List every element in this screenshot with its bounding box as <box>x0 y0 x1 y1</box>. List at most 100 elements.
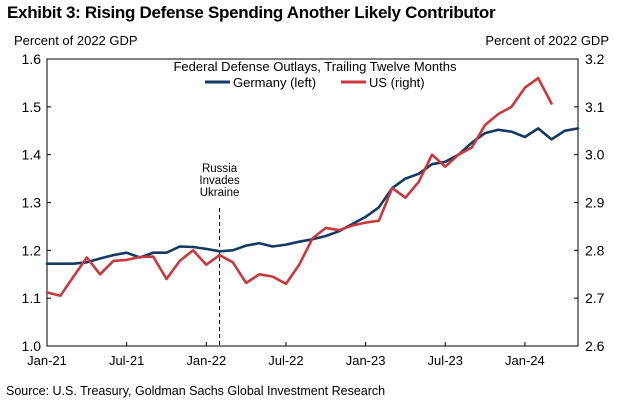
left-axis-tick-label: 1.5 <box>22 99 42 115</box>
data-point-us <box>497 113 500 115</box>
annotation-text-line: Invades <box>199 175 240 187</box>
x-axis-tick-label: Jan-24 <box>505 353 545 368</box>
right-axis-tick-label: 2.6 <box>585 338 605 354</box>
data-point-us <box>510 105 513 108</box>
data-point-germany <box>112 254 115 256</box>
data-point-us <box>231 261 234 264</box>
data-point-us <box>271 275 274 278</box>
data-point-germany <box>72 262 75 265</box>
data-point-germany <box>577 127 579 130</box>
data-point-germany <box>497 128 500 131</box>
data-point-germany <box>205 248 208 250</box>
data-point-us <box>524 86 526 89</box>
data-point-germany <box>59 262 62 265</box>
data-point-us <box>205 263 208 266</box>
series-line-us <box>45 76 553 298</box>
data-point-germany <box>152 251 155 254</box>
x-axis-tick-label: Jul-23 <box>428 353 463 368</box>
data-point-us <box>85 256 88 259</box>
data-point-germany <box>99 257 101 260</box>
right-axis-tick-label: 2.8 <box>585 242 605 258</box>
plot-frame <box>46 58 579 347</box>
x-axis-tick-label: Jan-21 <box>27 353 67 368</box>
right-axis-tick-label: 2.9 <box>585 195 605 211</box>
data-point-germany <box>258 242 261 245</box>
data-point-us <box>431 153 433 156</box>
x-axis-tick-label: Jan-23 <box>346 353 386 368</box>
data-point-germany <box>484 132 486 135</box>
data-point-germany <box>364 216 367 218</box>
data-point-us <box>245 282 248 284</box>
data-point-us <box>192 249 194 252</box>
right-axis-unit-label: Percent of 2022 GDP <box>485 33 609 48</box>
data-point-us <box>139 256 141 258</box>
legend-label-germany: Germany (left) <box>233 75 316 90</box>
right-axis-tick-label: 3.2 <box>585 51 605 67</box>
data-point-us <box>417 181 420 183</box>
data-point-germany <box>298 240 301 243</box>
data-point-germany <box>537 127 540 130</box>
data-point-germany <box>524 136 526 138</box>
data-point-us <box>444 165 447 168</box>
left-axis-tick-label: 1.0 <box>22 338 42 354</box>
data-point-us <box>364 221 367 224</box>
data-point-us <box>152 255 155 258</box>
data-point-us <box>404 196 407 199</box>
exhibit-title: Exhibit 3: Rising Defense Spending Anoth… <box>7 3 496 22</box>
left-axis-tick-label: 1.2 <box>22 242 42 258</box>
x-axis-tick-label: Jul-21 <box>109 353 144 368</box>
data-point-us <box>550 102 553 105</box>
data-point-us <box>46 291 48 294</box>
data-point-germany <box>218 250 221 253</box>
data-point-us <box>537 77 540 79</box>
data-point-us <box>125 259 128 261</box>
data-point-us <box>378 219 380 222</box>
data-point-us <box>112 260 115 262</box>
data-point-us <box>457 153 460 156</box>
data-point-us <box>338 229 340 232</box>
data-point-germany <box>378 206 380 209</box>
data-point-germany <box>324 235 327 237</box>
data-point-germany <box>231 249 234 252</box>
data-point-germany <box>285 243 287 246</box>
data-point-germany <box>404 177 407 180</box>
legend-label-us: US (right) <box>369 75 425 90</box>
annotation-text-line: Russia <box>202 163 238 175</box>
chart-title: Federal Defense Outlays, Trailing Twelve… <box>173 59 457 74</box>
left-axis-tick-label: 1.1 <box>22 290 42 306</box>
data-point-us <box>59 294 62 297</box>
data-point-us <box>484 124 486 126</box>
data-point-us <box>165 278 168 280</box>
left-axis-unit-label: Percent of 2022 GDP <box>14 33 138 48</box>
data-point-germany <box>470 141 473 144</box>
data-point-germany <box>417 172 420 175</box>
data-point-germany <box>46 262 48 265</box>
data-point-germany <box>125 251 128 254</box>
data-point-germany <box>85 261 88 264</box>
data-point-us <box>298 263 301 266</box>
data-point-us <box>311 237 314 240</box>
data-point-germany <box>444 160 447 163</box>
data-point-germany <box>510 130 513 133</box>
series-line-germany <box>45 127 580 266</box>
data-point-us <box>351 224 354 227</box>
data-point-germany <box>192 246 194 248</box>
data-point-us <box>178 260 181 262</box>
left-axis-tick-label: 1.6 <box>22 51 42 67</box>
source-note: Source: U.S. Treasury, Goldman Sachs Glo… <box>6 384 386 398</box>
data-point-us <box>99 273 101 276</box>
data-point-germany <box>563 129 566 132</box>
annotation-text-line: Ukraine <box>200 187 240 199</box>
data-point-us <box>218 254 221 256</box>
right-axis-tick-label: 3.0 <box>585 147 605 163</box>
data-point-germany <box>431 163 433 166</box>
data-point-germany <box>178 245 181 248</box>
data-point-us <box>470 146 473 149</box>
data-point-us <box>391 187 394 190</box>
data-point-germany <box>165 251 168 254</box>
data-point-us <box>72 275 75 278</box>
x-axis-tick-label: Jul-22 <box>268 353 303 368</box>
data-point-germany <box>550 138 553 141</box>
data-point-us <box>258 273 261 276</box>
